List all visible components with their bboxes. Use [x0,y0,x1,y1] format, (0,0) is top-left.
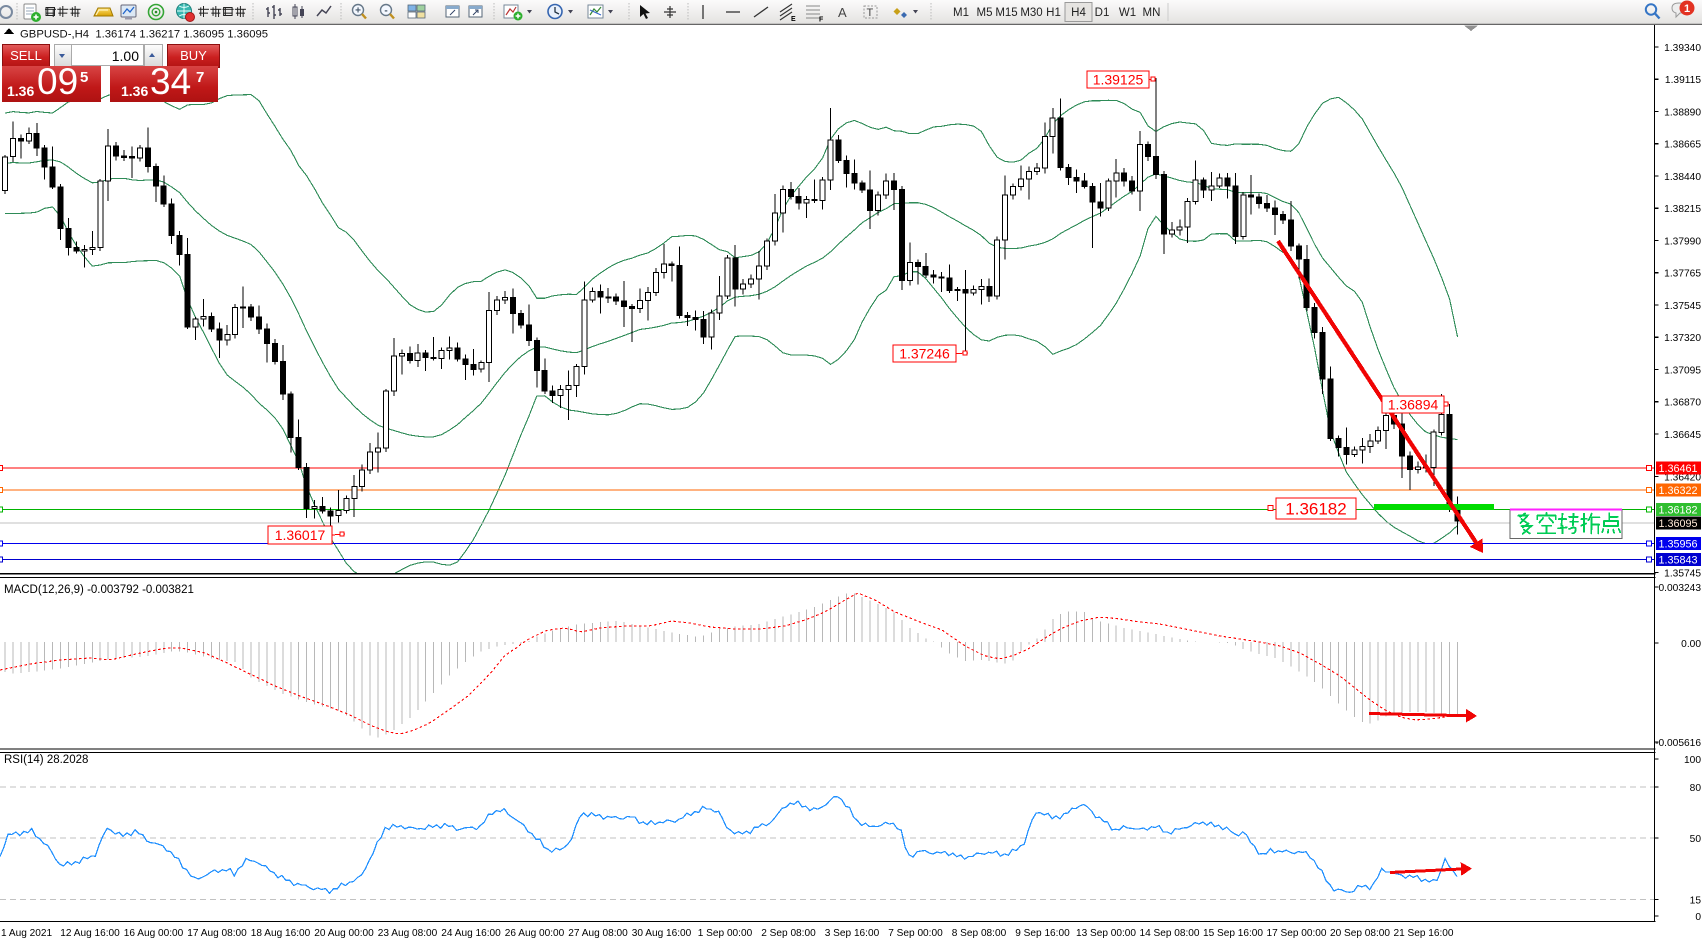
svg-text:21 Sep 16:00: 21 Sep 16:00 [1393,928,1453,939]
svg-text:+: + [355,6,361,17]
svg-text:GBPUSD-,H4 1.36174 1.36217 1.: GBPUSD-,H4 1.36174 1.36217 1.36095 1.360… [20,29,268,41]
svg-text:15: 15 [1690,896,1702,907]
svg-text:MN: MN [1143,7,1161,19]
svg-text:1.36420: 1.36420 [1664,473,1701,484]
svg-text:23 Aug 08:00: 23 Aug 08:00 [378,928,438,939]
svg-text:16 Aug 00:00: 16 Aug 00:00 [124,928,184,939]
svg-text:1.37990: 1.37990 [1664,236,1701,247]
svg-text:M30: M30 [1020,7,1042,19]
svg-text:1.36095: 1.36095 [1659,518,1698,530]
svg-text:9 Sep 16:00: 9 Sep 16:00 [1015,928,1070,939]
svg-text:D1: D1 [1095,7,1110,19]
svg-text:7 Sep 00:00: 7 Sep 00:00 [888,928,943,939]
svg-text:1.37545: 1.37545 [1664,301,1701,312]
svg-text:8 Sep 08:00: 8 Sep 08:00 [952,928,1007,939]
svg-text:1.38890: 1.38890 [1664,107,1701,118]
svg-text:-0.005616: -0.005616 [1655,738,1701,749]
svg-text:1: 1 [1684,3,1690,15]
svg-text:26 Aug 00:00: 26 Aug 00:00 [505,928,565,939]
svg-text:1.39340: 1.39340 [1664,43,1701,54]
svg-text:T: T [867,7,874,19]
svg-text:1.36461: 1.36461 [1659,463,1698,475]
svg-text:F: F [819,17,824,24]
svg-text:1.37246: 1.37246 [899,346,950,362]
svg-text:-: - [384,6,387,17]
svg-text:M1: M1 [953,7,969,19]
svg-text:0.00: 0.00 [1681,639,1701,650]
svg-text:W1: W1 [1119,7,1136,19]
svg-text:50: 50 [1690,834,1702,845]
svg-text:80: 80 [1690,783,1702,794]
svg-text:1.37765: 1.37765 [1664,269,1701,280]
svg-text:H4: H4 [1071,7,1086,19]
svg-text:100: 100 [1684,755,1701,766]
svg-text:1.37095: 1.37095 [1664,365,1701,376]
svg-text:1.36870: 1.36870 [1664,398,1701,409]
svg-text:M15: M15 [995,7,1017,19]
svg-text:1.37320: 1.37320 [1664,333,1701,344]
svg-text:0: 0 [1695,912,1701,923]
svg-text:A: A [838,5,847,20]
svg-text:1.36322: 1.36322 [1659,485,1698,497]
svg-text:MACD(12,26,9) -0.003792 -0.003: MACD(12,26,9) -0.003792 -0.003821 [4,584,194,596]
svg-text:20 Sep 08:00: 20 Sep 08:00 [1330,928,1390,939]
svg-text:E: E [791,16,796,23]
svg-text:1.35745: 1.35745 [1664,569,1701,580]
svg-text:13 Sep 00:00: 13 Sep 00:00 [1076,928,1136,939]
svg-text:14 Sep 08:00: 14 Sep 08:00 [1139,928,1199,939]
svg-text:24 Aug 16:00: 24 Aug 16:00 [441,928,501,939]
svg-text:27 Aug 08:00: 27 Aug 08:00 [568,928,628,939]
svg-text:17 Aug 08:00: 17 Aug 08:00 [187,928,247,939]
svg-text:1 Sep 00:00: 1 Sep 00:00 [698,928,753,939]
svg-text:1.38215: 1.38215 [1664,204,1701,215]
svg-text:30 Aug 16:00: 30 Aug 16:00 [632,928,692,939]
svg-text:2 Sep 08:00: 2 Sep 08:00 [761,928,816,939]
svg-text:1.36017: 1.36017 [275,527,326,543]
svg-text:H1: H1 [1046,7,1061,19]
svg-text:1.39125: 1.39125 [1093,72,1144,88]
svg-text:1.36894: 1.36894 [1388,397,1439,413]
svg-text:1.36645: 1.36645 [1664,430,1701,441]
svg-text:1.36182: 1.36182 [1659,505,1698,517]
svg-text:1.35843: 1.35843 [1659,555,1698,567]
svg-text:1.39115: 1.39115 [1665,75,1701,86]
svg-text:1 Aug 2021: 1 Aug 2021 [1,928,52,939]
svg-text:12 Aug 16:00: 12 Aug 16:00 [60,928,120,939]
svg-text:17 Sep 00:00: 17 Sep 00:00 [1266,928,1326,939]
svg-text:1.38440: 1.38440 [1664,172,1701,183]
svg-text:1.36182: 1.36182 [1285,500,1346,519]
svg-text:3 Sep 16:00: 3 Sep 16:00 [825,928,880,939]
svg-text:0.003243: 0.003243 [1659,583,1702,594]
svg-text:20 Aug 00:00: 20 Aug 00:00 [314,928,374,939]
svg-text:M5: M5 [977,7,993,19]
svg-text:18 Aug 16:00: 18 Aug 16:00 [251,928,311,939]
svg-text:1.38665: 1.38665 [1664,140,1701,151]
svg-text:RSI(14) 28.2028: RSI(14) 28.2028 [4,754,88,766]
svg-text:1.35956: 1.35956 [1659,539,1698,551]
svg-text:15 Sep 16:00: 15 Sep 16:00 [1203,928,1263,939]
